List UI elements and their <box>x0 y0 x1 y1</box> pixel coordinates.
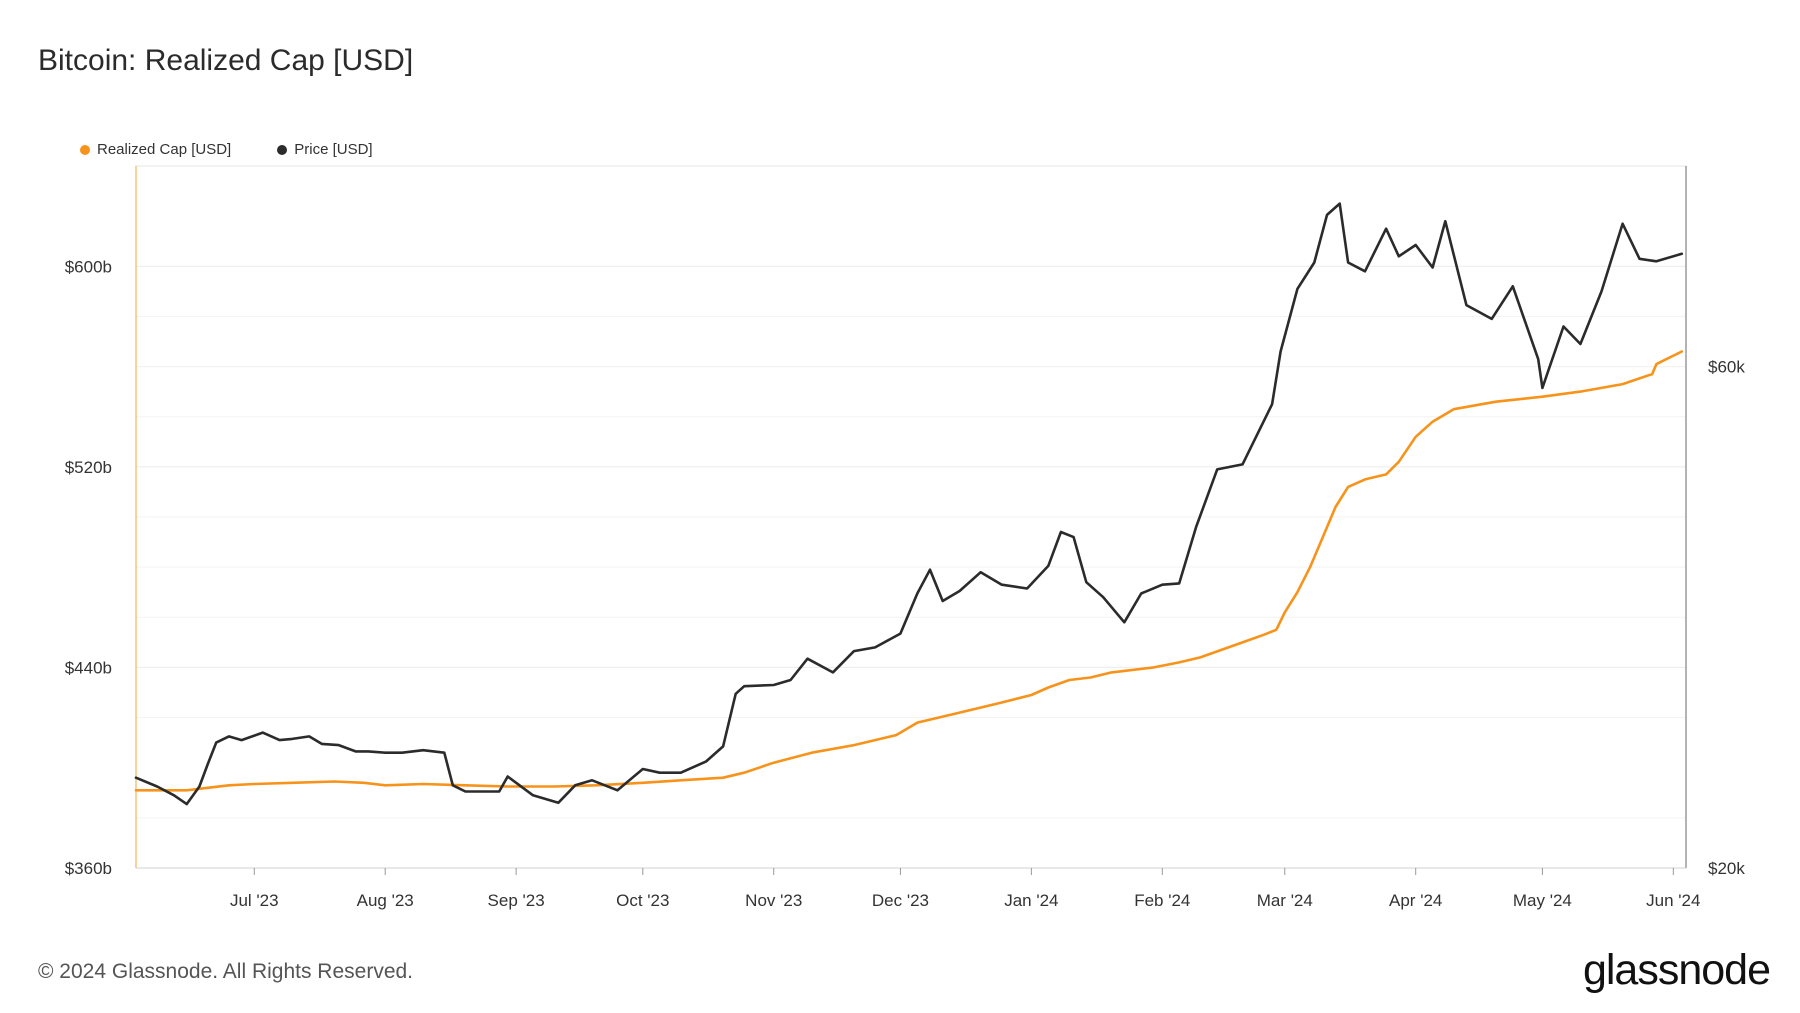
glassnode-logo: glassnode <box>1582 946 1771 994</box>
y-right-tick-label: $20k <box>1708 859 1745 878</box>
price-line <box>134 202 1684 806</box>
legend-label-realized-cap: Realized Cap [USD] <box>97 141 232 158</box>
realized-cap-line <box>134 350 1684 792</box>
x-tick-label: Mar '24 <box>1257 891 1313 910</box>
legend: Realized Cap [USD] Price [USD] <box>80 141 373 158</box>
copyright-footer: © 2024 Glassnode. All Rights Reserved. <box>38 960 414 983</box>
x-tick-label: Jun '24 <box>1646 891 1700 910</box>
x-tick-label: Nov '23 <box>745 891 802 910</box>
x-tick-label: Jul '23 <box>230 891 279 910</box>
y-right-tick-label: $60k <box>1708 358 1745 377</box>
legend-dot-price <box>277 144 288 155</box>
legend-item-realized-cap[interactable]: Realized Cap [USD] <box>80 141 231 158</box>
y-left-tick-label: $440b <box>65 658 112 677</box>
x-tick-label: Jan '24 <box>1004 891 1058 910</box>
x-tick-label: Feb '24 <box>1134 891 1190 910</box>
legend-label-price: Price [USD] <box>294 141 373 158</box>
x-tick-label: Dec '23 <box>872 891 929 910</box>
x-tick-label: Oct '23 <box>616 891 669 910</box>
y-left-tick-label: $360b <box>65 859 112 878</box>
chart-title: Bitcoin: Realized Cap [USD] <box>38 44 414 77</box>
y-left-tick-label: $600b <box>65 257 112 276</box>
x-tick-label: Aug '23 <box>357 891 414 910</box>
x-tick-label: May '24 <box>1513 891 1572 910</box>
x-tick-label: Apr '24 <box>1389 891 1442 910</box>
y-left-tick-label: $520b <box>65 458 112 477</box>
x-tick-label: Sep '23 <box>488 891 545 910</box>
legend-dot-realized-cap <box>80 144 90 155</box>
legend-item-price[interactable]: Price [USD] <box>277 141 373 158</box>
